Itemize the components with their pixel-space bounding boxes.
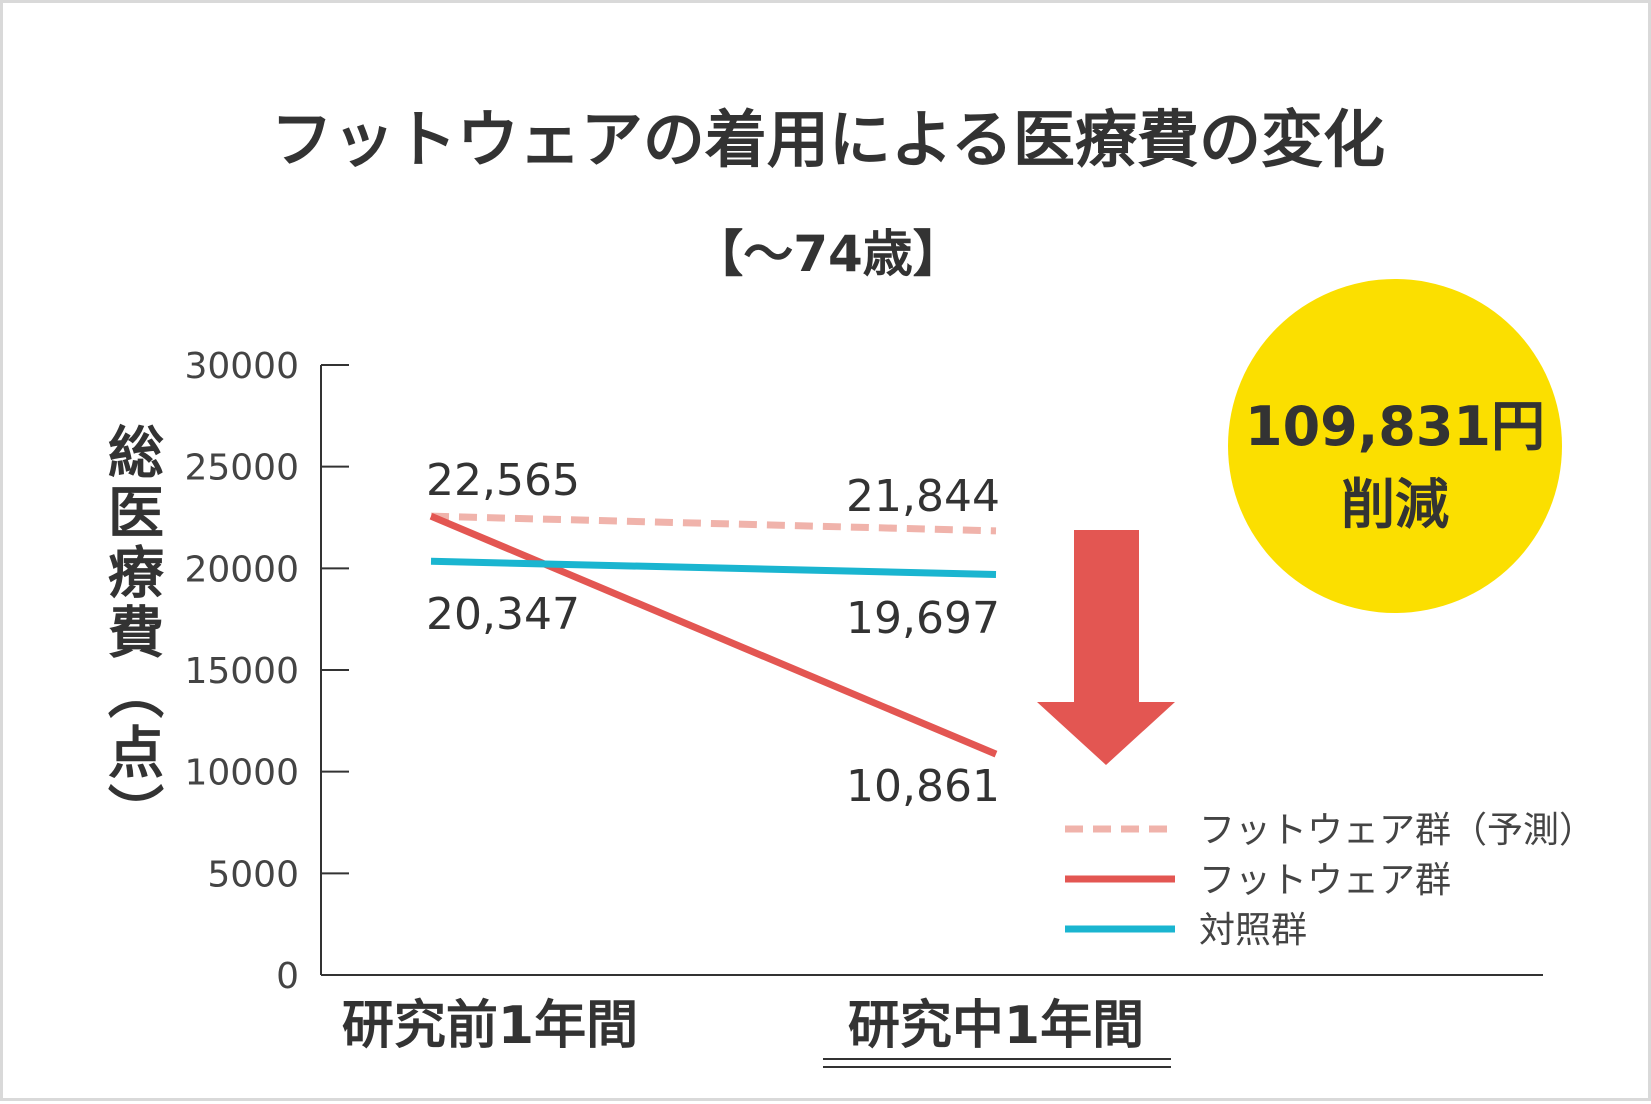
data-labels: 22,565 21,844 10,861 20,347 19,697 (426, 455, 1000, 812)
badge-reduction: 削減 (1341, 473, 1449, 536)
y-tick-label: 5000 (207, 854, 299, 895)
chart-title: フットウェアの着用による医療費の変化 (271, 103, 1385, 176)
series-line (429, 512, 998, 758)
down-arrow-icon (1037, 530, 1175, 765)
y-tick-label: 30000 (184, 346, 299, 387)
series-line (430, 512, 997, 535)
legend-label: フットウェア群（予測） (1199, 810, 1595, 851)
chart-svg: フットウェアの着用による医療費の変化 【〜74歳】 総医療費（点） 0 5000 1… (99, 103, 1595, 1068)
y-ticks: 0 5000 10000 15000 20000 25000 30000 (184, 346, 349, 997)
data-label: 20,347 (426, 589, 580, 640)
badge-amount: 109,831円 (1245, 395, 1545, 458)
legend-label: フットウェア群 (1199, 860, 1451, 901)
y-tick-label: 25000 (184, 448, 299, 489)
x-category-label: 研究前1年間 (342, 996, 638, 1056)
series-line (430, 557, 997, 578)
x-category-labels: 研究前1年間 研究中1年間 (342, 996, 1171, 1068)
data-label: 10,861 (846, 761, 1000, 812)
data-label: 22,565 (426, 455, 580, 506)
data-label: 19,697 (846, 593, 1000, 644)
data-label: 21,844 (846, 471, 1000, 522)
y-tick-label: 10000 (184, 753, 299, 794)
legend-label: 対照群 (1199, 910, 1307, 951)
y-axis-label: 総医療費（点） (99, 423, 164, 843)
x-category-label: 研究中1年間 (848, 996, 1144, 1056)
y-tick-label: 20000 (184, 549, 299, 590)
y-tick-label: 0 (276, 956, 299, 997)
chart-subtitle: 【〜74歳】 (693, 225, 963, 283)
series-lines (429, 512, 998, 758)
savings-badge: 109,831円 削減 (1228, 279, 1562, 613)
y-tick-label: 15000 (184, 651, 299, 692)
